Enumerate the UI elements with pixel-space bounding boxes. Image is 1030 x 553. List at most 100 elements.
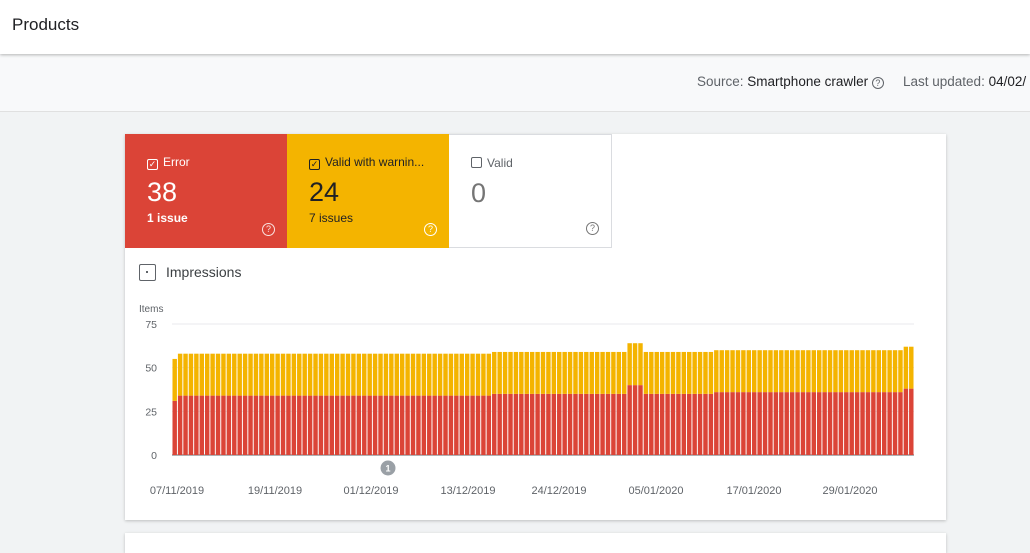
error-bar bbox=[578, 393, 584, 455]
error-bar bbox=[557, 393, 562, 455]
error-bar bbox=[275, 395, 280, 455]
help-icon[interactable]: ? bbox=[586, 222, 599, 235]
error-bar bbox=[643, 393, 649, 455]
warning-bar bbox=[865, 350, 871, 393]
error-bar bbox=[486, 395, 492, 455]
error-bar bbox=[762, 392, 768, 455]
error-bar bbox=[389, 395, 394, 455]
x-tick-label: 29/01/2020 bbox=[822, 485, 877, 497]
x-tick-label: 24/12/2019 bbox=[531, 485, 586, 497]
warning-tile[interactable]: ✓ Valid with warnin... 24 7 issues ? bbox=[287, 134, 449, 248]
warning-bar bbox=[638, 343, 643, 386]
x-tick-label: 13/12/2019 bbox=[440, 485, 495, 497]
warning-bar bbox=[199, 353, 205, 396]
help-icon[interactable]: ? bbox=[424, 223, 437, 236]
warning-bar bbox=[741, 350, 746, 393]
warning-bar bbox=[242, 353, 248, 396]
error-bar bbox=[860, 392, 865, 455]
warning-bar bbox=[752, 350, 757, 393]
warning-bar bbox=[746, 350, 752, 393]
checkbox-unchecked-icon[interactable] bbox=[139, 264, 156, 281]
warning-bar bbox=[362, 353, 367, 396]
error-bar bbox=[854, 392, 860, 455]
annotation-marker bbox=[380, 460, 396, 476]
last-updated: Last updated: 04/02/ bbox=[903, 74, 1026, 89]
error-bar bbox=[833, 392, 838, 455]
checkbox-checked-icon[interactable]: ✓ bbox=[309, 159, 320, 170]
error-bar bbox=[611, 393, 616, 455]
help-icon[interactable]: ? bbox=[871, 77, 884, 89]
warning-bar bbox=[275, 353, 280, 396]
error-bar bbox=[735, 392, 741, 455]
warning-bar bbox=[730, 350, 735, 393]
warning-bar bbox=[892, 350, 898, 393]
warning-bar bbox=[264, 353, 270, 396]
warning-bar bbox=[854, 350, 860, 393]
error-bar bbox=[367, 395, 372, 455]
warning-bar bbox=[421, 353, 427, 396]
error-bar bbox=[887, 392, 892, 455]
warning-bar bbox=[443, 353, 448, 396]
error-bar bbox=[307, 395, 313, 455]
error-tile[interactable]: ✓ Error 38 1 issue ? bbox=[125, 134, 287, 248]
error-bar bbox=[903, 388, 909, 455]
warning-bar bbox=[567, 351, 573, 394]
error-bar bbox=[681, 393, 687, 455]
warning-bar bbox=[280, 353, 286, 396]
warning-bar bbox=[410, 353, 416, 396]
warning-bar bbox=[324, 353, 329, 396]
error-bar bbox=[567, 393, 573, 455]
error-bar bbox=[730, 392, 735, 455]
warning-bar bbox=[524, 351, 529, 394]
warning-bar bbox=[708, 351, 714, 394]
error-bar bbox=[703, 393, 708, 455]
warning-bar bbox=[215, 353, 221, 396]
warning-count: 24 bbox=[309, 177, 340, 207]
warning-bar bbox=[416, 353, 421, 396]
error-bar bbox=[535, 393, 540, 455]
warning-bar bbox=[226, 353, 232, 396]
warning-bar bbox=[535, 351, 540, 394]
warning-tile-label: ✓ Valid with warnin... bbox=[309, 155, 425, 170]
error-bar bbox=[280, 395, 286, 455]
warning-bar bbox=[616, 351, 622, 394]
error-bar bbox=[898, 392, 903, 455]
impressions-toggle[interactable]: Impressions bbox=[139, 264, 241, 281]
error-bar bbox=[622, 393, 627, 455]
warning-bar bbox=[589, 351, 594, 394]
warning-bar bbox=[681, 351, 687, 394]
info-bar: Source: Smartphone crawler ? Last update… bbox=[0, 54, 1030, 112]
error-bar bbox=[454, 395, 459, 455]
warning-bar bbox=[448, 353, 454, 396]
warning-bar bbox=[194, 353, 199, 396]
warning-bar bbox=[459, 353, 464, 396]
error-bar bbox=[789, 392, 795, 455]
valid-tile[interactable]: Valid 0 ? bbox=[449, 134, 612, 248]
error-bar bbox=[519, 393, 524, 455]
error-bar bbox=[573, 393, 578, 455]
warning-bar bbox=[486, 353, 492, 396]
error-bar bbox=[627, 385, 632, 455]
error-bar bbox=[795, 392, 800, 455]
warning-bar bbox=[676, 351, 681, 394]
error-bar bbox=[513, 393, 519, 455]
error-bar bbox=[741, 392, 746, 455]
error-bar bbox=[649, 393, 654, 455]
error-bar bbox=[226, 395, 232, 455]
warning-issues: 7 issues bbox=[309, 211, 354, 225]
error-bar bbox=[432, 395, 437, 455]
warning-bar bbox=[611, 351, 616, 394]
warning-bar bbox=[540, 351, 546, 394]
help-icon[interactable]: ? bbox=[262, 223, 275, 236]
y-tick-label: 0 bbox=[151, 450, 157, 462]
warning-bar bbox=[351, 353, 356, 396]
checkbox-checked-icon[interactable]: ✓ bbox=[147, 159, 158, 170]
error-bar bbox=[378, 395, 383, 455]
error-bar bbox=[708, 393, 714, 455]
valid-tile-label: Valid bbox=[471, 156, 513, 170]
error-bar bbox=[421, 395, 427, 455]
error-bar bbox=[269, 395, 275, 455]
impressions-label: Impressions bbox=[166, 264, 242, 280]
warning-bar bbox=[481, 353, 486, 396]
checkbox-unchecked-icon[interactable] bbox=[471, 157, 482, 168]
